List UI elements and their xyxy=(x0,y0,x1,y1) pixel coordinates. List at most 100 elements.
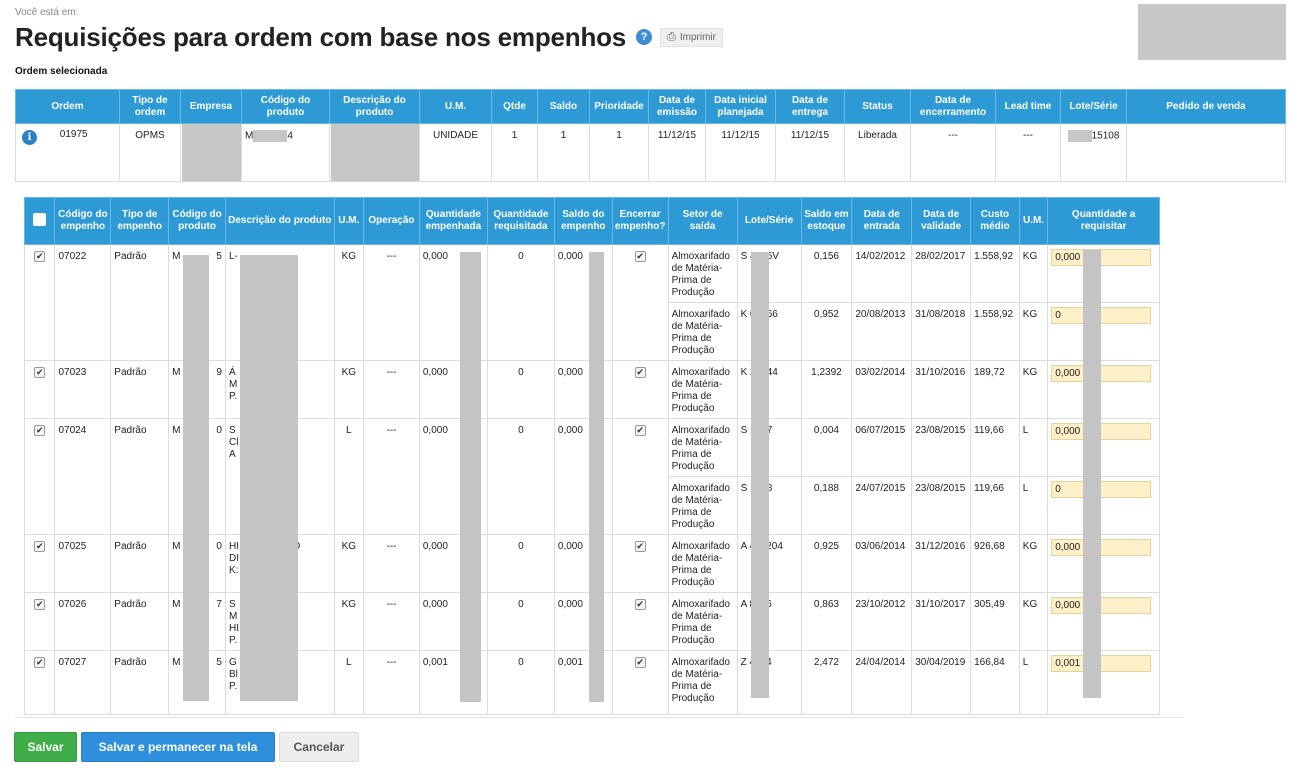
close-commitment-cell[interactable]: ✔ xyxy=(611,244,669,361)
lot-serial: S 1508 xyxy=(736,476,802,535)
col-header[interactable]: Lote/Série xyxy=(1060,89,1127,124)
col-header[interactable]: Lead time xyxy=(995,89,1061,124)
qty-to-request-cell[interactable] xyxy=(1047,476,1160,535)
info-icon[interactable]: i xyxy=(22,130,37,145)
col-header[interactable]: Empresa xyxy=(180,89,242,124)
col-header[interactable]: Descrição do produto xyxy=(224,197,335,245)
col-header[interactable]: Encerrar empenho? xyxy=(611,197,669,245)
close-commitment-checkbox[interactable]: ✔ xyxy=(634,425,646,436)
col-header[interactable]: Quantidade requisitada xyxy=(486,197,555,245)
col-header[interactable]: Tipo de empenho xyxy=(110,197,170,245)
row-checkbox[interactable]: ✔ xyxy=(34,657,46,668)
row-select-cell[interactable]: ✔ xyxy=(23,650,56,715)
col-header[interactable]: Data de encerramento xyxy=(910,89,996,124)
issue-date-cell: 11/12/15 xyxy=(648,123,706,182)
qty-to-request-input[interactable] xyxy=(1051,365,1152,382)
select-all-checkbox[interactable] xyxy=(33,212,47,226)
col-header[interactable]: Custo médio xyxy=(970,197,1020,245)
row-select-cell[interactable]: ✔ xyxy=(23,592,56,651)
col-header[interactable]: Tipo de ordem xyxy=(119,89,181,124)
qty-to-request-cell[interactable] xyxy=(1047,418,1160,477)
close-commitment-cell[interactable]: ✔ xyxy=(611,360,669,419)
col-header[interactable]: U.M. xyxy=(333,197,365,245)
col-header[interactable]: Status xyxy=(844,89,911,124)
col-header[interactable]: Código do produto xyxy=(168,197,226,245)
qty-to-request-input[interactable] xyxy=(1051,249,1152,266)
qty-to-request-cell[interactable] xyxy=(1047,302,1160,361)
qty-to-request-input[interactable] xyxy=(1051,539,1152,556)
row-checkbox[interactable]: ✔ xyxy=(34,425,46,436)
help-icon[interactable]: ? xyxy=(636,29,653,45)
close-commitment-checkbox[interactable]: ✔ xyxy=(634,541,646,552)
average-cost: 119,66 xyxy=(970,418,1020,477)
cancel-button[interactable]: Cancelar xyxy=(279,732,359,762)
row-select-cell[interactable]: ✔ xyxy=(23,360,56,419)
sales-order-cell xyxy=(1126,123,1286,182)
stock-balance: 0,952 xyxy=(800,302,853,361)
col-header[interactable]: Saldo em estoque xyxy=(800,197,853,245)
col-header[interactable]: Data de validade xyxy=(911,197,972,245)
col-header[interactable]: U.M. xyxy=(419,89,492,124)
col-header[interactable]: Qtde xyxy=(491,89,538,124)
col-header[interactable]: Operação xyxy=(363,197,420,245)
product-code-prefix: M xyxy=(172,425,181,436)
unit-2: L xyxy=(1018,476,1049,535)
row-checkbox[interactable]: ✔ xyxy=(34,367,46,378)
col-header[interactable]: Data de entrega xyxy=(775,89,845,124)
row-checkbox[interactable]: ✔ xyxy=(34,541,46,552)
row-checkbox[interactable]: ✔ xyxy=(34,251,46,262)
lot-serial: S 4175V xyxy=(736,244,802,303)
qty-to-request-input[interactable] xyxy=(1051,655,1152,672)
product-code-prefix: M xyxy=(172,541,181,552)
expiry-date: 23/08/2015 xyxy=(911,476,972,535)
col-header[interactable]: U.M. xyxy=(1018,197,1049,245)
col-header[interactable]: Código do produto xyxy=(241,89,330,124)
col-header[interactable]: Saldo xyxy=(537,89,590,124)
close-commitment-checkbox[interactable]: ✔ xyxy=(634,599,646,610)
col-header[interactable]: Quantidade empenhada xyxy=(418,197,488,245)
row-select-cell[interactable]: ✔ xyxy=(23,418,56,535)
save-button[interactable]: Salvar xyxy=(14,732,77,762)
col-header[interactable]: Código do empenho xyxy=(54,197,112,245)
close-commitment-cell[interactable]: ✔ xyxy=(611,650,669,715)
commitment-code: 07023 xyxy=(54,360,112,419)
col-header[interactable]: Quantidade a requisitar xyxy=(1047,197,1160,245)
qty-to-request-cell[interactable] xyxy=(1047,244,1160,303)
redacted-company xyxy=(181,124,241,181)
col-header[interactable]: Data de emissão xyxy=(648,89,706,124)
close-commitment-checkbox[interactable]: ✔ xyxy=(634,657,646,668)
requested-qty: 0 xyxy=(486,650,555,715)
qty-to-request-input[interactable] xyxy=(1051,481,1152,498)
col-header[interactable]: Saldo do empenho xyxy=(553,197,613,245)
qty-to-request-input[interactable] xyxy=(1051,423,1152,440)
col-header[interactable]: Data de entrada xyxy=(851,197,913,245)
qty-to-request-cell[interactable] xyxy=(1047,592,1160,651)
qty-to-request-cell[interactable] xyxy=(1047,534,1160,593)
select-all-header[interactable] xyxy=(23,197,56,245)
col-header[interactable]: Pedido de venda xyxy=(1126,89,1286,124)
col-header[interactable]: Prioridade xyxy=(589,89,649,124)
redaction-mask xyxy=(751,252,769,698)
print-button[interactable]: ⎙ Imprimir xyxy=(660,27,723,47)
close-commitment-cell[interactable]: ✔ xyxy=(611,418,669,535)
close-commitment-checkbox[interactable]: ✔ xyxy=(634,251,646,262)
col-header[interactable]: Setor de saída xyxy=(667,197,738,245)
save-and-stay-button[interactable]: Salvar e permanecer na tela xyxy=(81,732,275,762)
row-select-cell[interactable]: ✔ xyxy=(23,534,56,593)
row-checkbox[interactable]: ✔ xyxy=(34,599,46,610)
qty-to-request-cell[interactable] xyxy=(1047,650,1160,715)
qty-to-request-input[interactable] xyxy=(1051,597,1152,614)
qty-to-request-cell[interactable] xyxy=(1047,360,1160,419)
qty-to-request-input[interactable] xyxy=(1051,307,1152,324)
col-header[interactable]: Descrição do produto xyxy=(329,89,420,124)
entry-date: 03/02/2014 xyxy=(851,360,913,419)
col-header[interactable]: Data inicial planejada xyxy=(705,89,776,124)
close-commitment-cell[interactable]: ✔ xyxy=(611,534,669,593)
close-commitment-cell[interactable]: ✔ xyxy=(611,592,669,651)
col-header[interactable]: Ordem xyxy=(15,89,120,124)
row-select-cell[interactable]: ✔ xyxy=(23,244,56,361)
close-commitment-checkbox[interactable]: ✔ xyxy=(634,367,646,378)
col-header[interactable]: Lote/Série xyxy=(736,197,802,245)
company-cell xyxy=(180,123,242,182)
